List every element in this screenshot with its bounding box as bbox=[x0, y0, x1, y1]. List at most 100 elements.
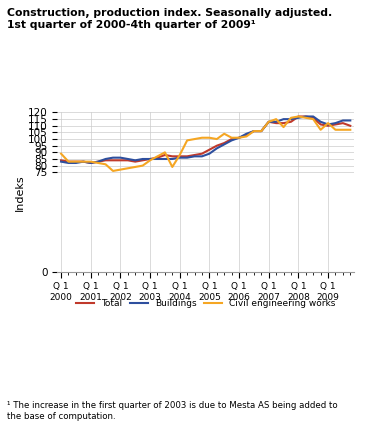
Total bbox=[266, 119, 271, 125]
Civil engineering works bbox=[66, 159, 71, 164]
Civil engineering works bbox=[326, 121, 330, 126]
Total bbox=[59, 158, 63, 163]
Total bbox=[74, 159, 78, 164]
Total bbox=[207, 147, 211, 152]
Total bbox=[222, 141, 227, 146]
Buildings bbox=[81, 159, 86, 164]
Civil engineering works bbox=[333, 127, 338, 132]
Total bbox=[296, 114, 301, 119]
Buildings bbox=[207, 151, 211, 156]
Buildings bbox=[215, 146, 219, 151]
Civil engineering works bbox=[96, 160, 100, 165]
Buildings bbox=[200, 154, 204, 159]
Civil engineering works bbox=[177, 153, 182, 158]
Civil engineering works bbox=[170, 164, 175, 170]
Civil engineering works bbox=[125, 166, 130, 171]
Civil engineering works bbox=[192, 136, 197, 142]
Total bbox=[81, 159, 86, 164]
Buildings bbox=[163, 156, 167, 162]
Civil engineering works bbox=[141, 163, 145, 168]
Civil engineering works bbox=[289, 115, 293, 120]
Buildings bbox=[304, 114, 308, 119]
Civil engineering works bbox=[230, 135, 234, 140]
Buildings bbox=[103, 156, 108, 162]
Total bbox=[289, 119, 293, 125]
Total bbox=[326, 123, 330, 128]
Total bbox=[185, 154, 189, 159]
Civil engineering works bbox=[259, 128, 263, 133]
Total bbox=[200, 151, 204, 156]
Civil engineering works bbox=[252, 128, 256, 133]
Civil engineering works bbox=[74, 159, 78, 164]
Total bbox=[133, 159, 138, 164]
Buildings bbox=[333, 121, 338, 126]
Buildings bbox=[296, 115, 301, 120]
Buildings bbox=[192, 154, 197, 159]
Buildings bbox=[348, 118, 352, 123]
Civil engineering works bbox=[111, 168, 115, 173]
Total bbox=[118, 158, 123, 163]
Buildings bbox=[289, 116, 293, 122]
Civil engineering works bbox=[89, 159, 93, 164]
Buildings bbox=[259, 128, 263, 133]
Buildings bbox=[141, 156, 145, 162]
Civil engineering works bbox=[59, 151, 63, 156]
Buildings bbox=[244, 131, 249, 136]
Line: Total: Total bbox=[61, 116, 350, 163]
Civil engineering works bbox=[81, 159, 86, 164]
Buildings bbox=[266, 119, 271, 125]
Total bbox=[252, 128, 256, 133]
Total bbox=[311, 115, 315, 120]
Total bbox=[333, 122, 338, 127]
Total bbox=[244, 133, 249, 138]
Buildings bbox=[222, 142, 227, 147]
Line: Civil engineering works: Civil engineering works bbox=[61, 116, 350, 171]
Total bbox=[141, 158, 145, 163]
Civil engineering works bbox=[318, 127, 323, 132]
Civil engineering works bbox=[244, 134, 249, 139]
Total bbox=[215, 143, 219, 148]
Total bbox=[66, 159, 71, 164]
Total bbox=[125, 158, 130, 163]
Civil engineering works bbox=[311, 116, 315, 122]
Total bbox=[155, 155, 160, 160]
Civil engineering works bbox=[200, 135, 204, 140]
Total bbox=[281, 121, 286, 126]
Civil engineering works bbox=[133, 164, 138, 170]
Total bbox=[148, 156, 152, 162]
Civil engineering works bbox=[348, 127, 352, 132]
Buildings bbox=[66, 160, 71, 165]
Buildings bbox=[230, 138, 234, 143]
Buildings bbox=[185, 155, 189, 160]
Buildings bbox=[177, 155, 182, 160]
Total bbox=[177, 154, 182, 159]
Civil engineering works bbox=[215, 136, 219, 142]
Buildings bbox=[341, 118, 345, 123]
Buildings bbox=[170, 156, 175, 162]
Civil engineering works bbox=[163, 150, 167, 155]
Legend: Total, Buildings, Civil engineering works: Total, Buildings, Civil engineering work… bbox=[72, 296, 339, 312]
Total bbox=[348, 123, 352, 128]
Total bbox=[318, 122, 323, 127]
Y-axis label: Indeks: Indeks bbox=[15, 174, 25, 210]
Civil engineering works bbox=[237, 135, 241, 140]
Total bbox=[192, 153, 197, 158]
Buildings bbox=[237, 135, 241, 140]
Civil engineering works bbox=[155, 154, 160, 159]
Total bbox=[111, 158, 115, 163]
Civil engineering works bbox=[296, 114, 301, 119]
Total bbox=[170, 154, 175, 159]
Buildings bbox=[89, 160, 93, 165]
Buildings bbox=[96, 159, 100, 164]
Civil engineering works bbox=[274, 116, 278, 122]
Civil engineering works bbox=[103, 162, 108, 167]
Civil engineering works bbox=[281, 125, 286, 130]
Civil engineering works bbox=[222, 131, 227, 136]
Total bbox=[304, 114, 308, 119]
Civil engineering works bbox=[148, 158, 152, 163]
Buildings bbox=[118, 155, 123, 160]
Total bbox=[103, 158, 108, 163]
Total bbox=[163, 153, 167, 158]
Civil engineering works bbox=[207, 135, 211, 140]
Text: ¹ The increase in the first quarter of 2003 is due to Mesta AS being added to
th: ¹ The increase in the first quarter of 2… bbox=[7, 401, 338, 421]
